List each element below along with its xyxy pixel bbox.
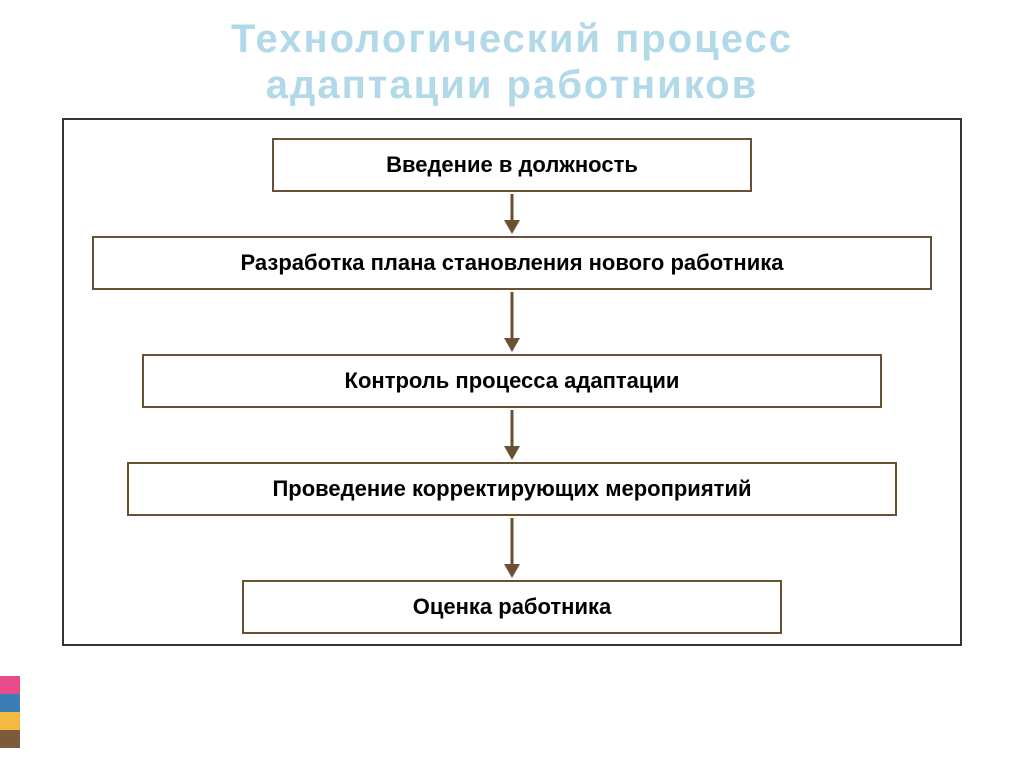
arrow-down-icon — [492, 408, 532, 462]
flow-node-3: Контроль процесса адаптации — [142, 354, 882, 408]
title-line-1: Технологический процесс — [231, 17, 793, 61]
flow-node-label: Контроль процесса адаптации — [345, 368, 680, 393]
arrow-down-icon — [492, 192, 532, 236]
flow-node-1: Введение в должность — [272, 138, 752, 192]
flow-node-4: Проведение корректирующих мероприятий — [127, 462, 897, 516]
deco-block — [0, 694, 20, 712]
deco-block — [0, 712, 20, 730]
flowchart-container: Введение в должность Разработка плана ст… — [62, 118, 962, 646]
title-line-2: адаптации работников — [266, 63, 758, 107]
flow-node-label: Введение в должность — [386, 152, 638, 177]
flow-node-label: Проведение корректирующих мероприятий — [272, 476, 751, 501]
slide-title: Технологический процесс адаптации работн… — [0, 0, 1024, 118]
arrow-down-icon — [492, 516, 532, 580]
flow-node-label: Разработка плана становления нового рабо… — [241, 250, 784, 275]
flow-node-2: Разработка плана становления нового рабо… — [92, 236, 932, 290]
flow-node-label: Оценка работника — [413, 594, 612, 619]
deco-block — [0, 676, 20, 694]
flow-node-5: Оценка работника — [242, 580, 782, 634]
arrow-down-icon — [492, 290, 532, 354]
deco-block — [0, 730, 20, 748]
color-decoration — [0, 676, 22, 748]
